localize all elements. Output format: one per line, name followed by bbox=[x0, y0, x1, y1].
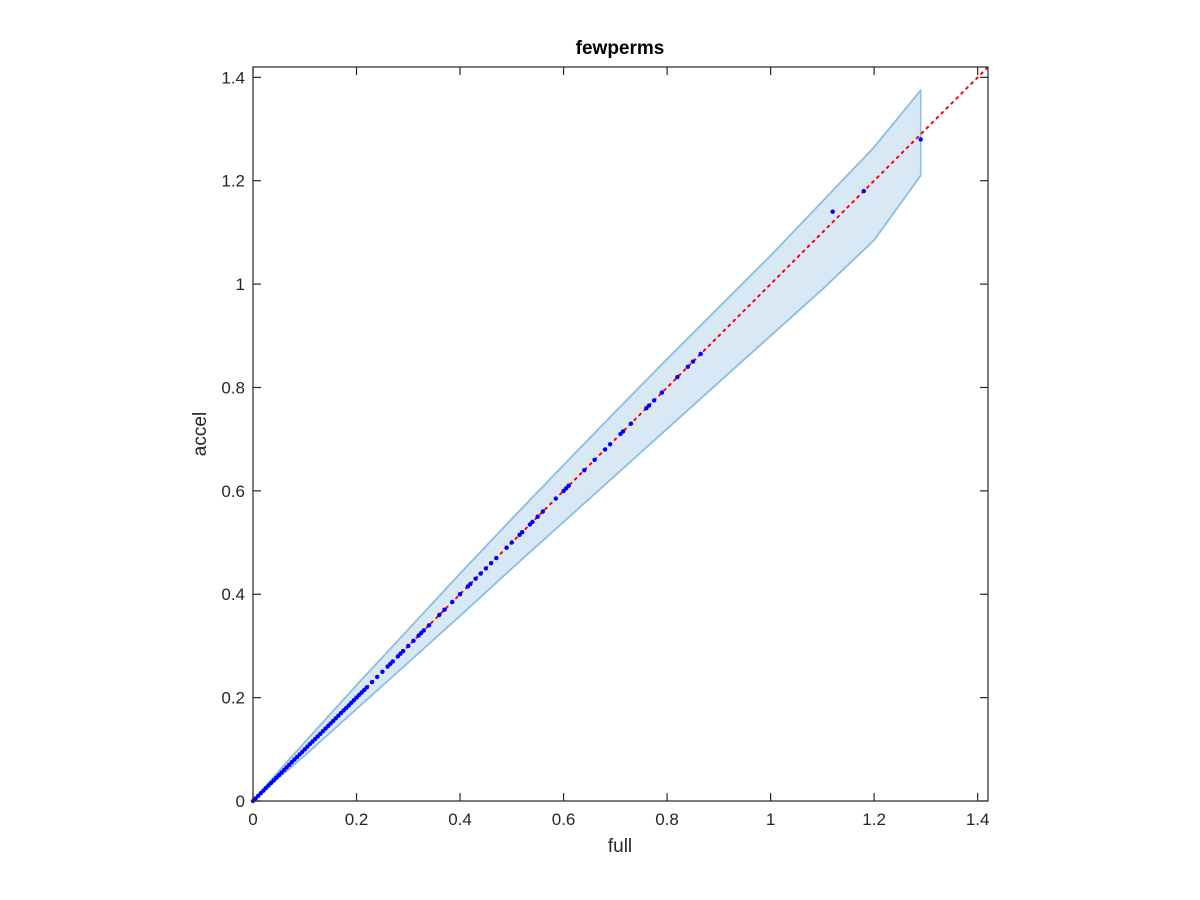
data-point bbox=[651, 398, 657, 403]
y-tick-label: 1 bbox=[236, 275, 245, 294]
data-point bbox=[411, 638, 416, 643]
data-point bbox=[488, 561, 494, 566]
data-point bbox=[830, 209, 835, 214]
x-tick-label: 0 bbox=[248, 810, 257, 829]
data-point bbox=[380, 669, 385, 674]
x-axis-ticks: 0 0.2 0.4 0.6 0.8 1 1.2 1.4 bbox=[248, 67, 989, 829]
data-point bbox=[685, 364, 690, 369]
data-point bbox=[520, 530, 525, 535]
data-point bbox=[406, 643, 411, 649]
data-point bbox=[468, 581, 473, 587]
x-axis-label: full bbox=[608, 836, 632, 857]
plot-area bbox=[250, 66, 989, 804]
data-point bbox=[375, 674, 380, 680]
data-point bbox=[400, 648, 406, 654]
data-point bbox=[426, 623, 432, 628]
axes-box bbox=[252, 66, 989, 802]
data-point bbox=[478, 571, 483, 576]
data-point bbox=[369, 679, 375, 685]
x-tick-label: 0.6 bbox=[552, 810, 576, 829]
data-point bbox=[659, 390, 665, 395]
confidence-band-lower-edge bbox=[252, 174, 922, 802]
data-points bbox=[250, 137, 923, 804]
y-axis-label: accel bbox=[190, 412, 211, 456]
data-point bbox=[457, 592, 463, 597]
data-point bbox=[504, 545, 509, 550]
data-point bbox=[698, 351, 703, 357]
x-tick-label: 0.2 bbox=[345, 810, 369, 829]
data-point bbox=[861, 188, 866, 194]
x-tick-label: 0.4 bbox=[448, 810, 472, 829]
data-point bbox=[421, 628, 426, 633]
data-point bbox=[364, 685, 370, 690]
data-point bbox=[918, 137, 923, 142]
data-point bbox=[437, 612, 442, 618]
y-tick-label: 0.6 bbox=[221, 482, 245, 501]
data-point bbox=[494, 555, 499, 561]
y-tick-label: 1.4 bbox=[221, 68, 245, 87]
data-point bbox=[646, 403, 652, 408]
data-point bbox=[473, 576, 478, 581]
x-tick-label: 0.8 bbox=[655, 810, 679, 829]
y-tick-label: 0.2 bbox=[221, 689, 245, 708]
y-tick-label: 0.4 bbox=[221, 585, 245, 604]
data-point bbox=[442, 607, 447, 612]
y-tick-label: 1.2 bbox=[221, 172, 245, 191]
data-point bbox=[592, 457, 597, 462]
confidence-band-upper-edge bbox=[252, 89, 922, 802]
data-point bbox=[690, 359, 696, 364]
data-point bbox=[535, 514, 540, 519]
x-tick-label: 1.4 bbox=[966, 810, 990, 829]
data-point bbox=[582, 468, 587, 473]
data-point bbox=[390, 659, 395, 664]
chart-title: fewperms bbox=[576, 38, 665, 59]
data-point bbox=[566, 483, 571, 488]
data-point bbox=[628, 421, 634, 426]
y-tick-label: 0.8 bbox=[221, 378, 245, 397]
data-point bbox=[509, 540, 514, 545]
x-tick-label: 1.2 bbox=[862, 810, 886, 829]
data-point bbox=[483, 566, 489, 571]
y-axis-ticks: 0 0.2 0.4 0.6 0.8 1 1.2 1.4 bbox=[221, 68, 988, 811]
y-tick-label: 0 bbox=[236, 792, 245, 811]
data-point bbox=[607, 442, 613, 447]
data-point bbox=[620, 429, 626, 434]
data-point bbox=[553, 496, 558, 501]
x-tick-label: 1 bbox=[766, 810, 775, 829]
data-point bbox=[675, 374, 680, 380]
data-point bbox=[540, 509, 546, 514]
data-point bbox=[530, 519, 535, 525]
data-point bbox=[450, 599, 455, 605]
data-point bbox=[602, 447, 608, 452]
